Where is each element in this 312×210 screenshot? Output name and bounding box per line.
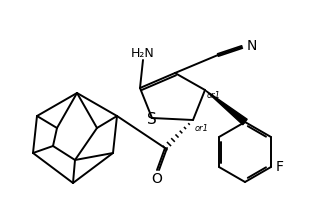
Text: N: N <box>247 39 257 53</box>
Polygon shape <box>205 90 247 125</box>
Text: O: O <box>152 172 163 186</box>
Text: H₂N: H₂N <box>131 46 155 59</box>
Text: F: F <box>276 160 284 174</box>
Text: or1: or1 <box>207 91 221 100</box>
Text: S: S <box>147 112 157 126</box>
Text: or1: or1 <box>195 123 209 133</box>
